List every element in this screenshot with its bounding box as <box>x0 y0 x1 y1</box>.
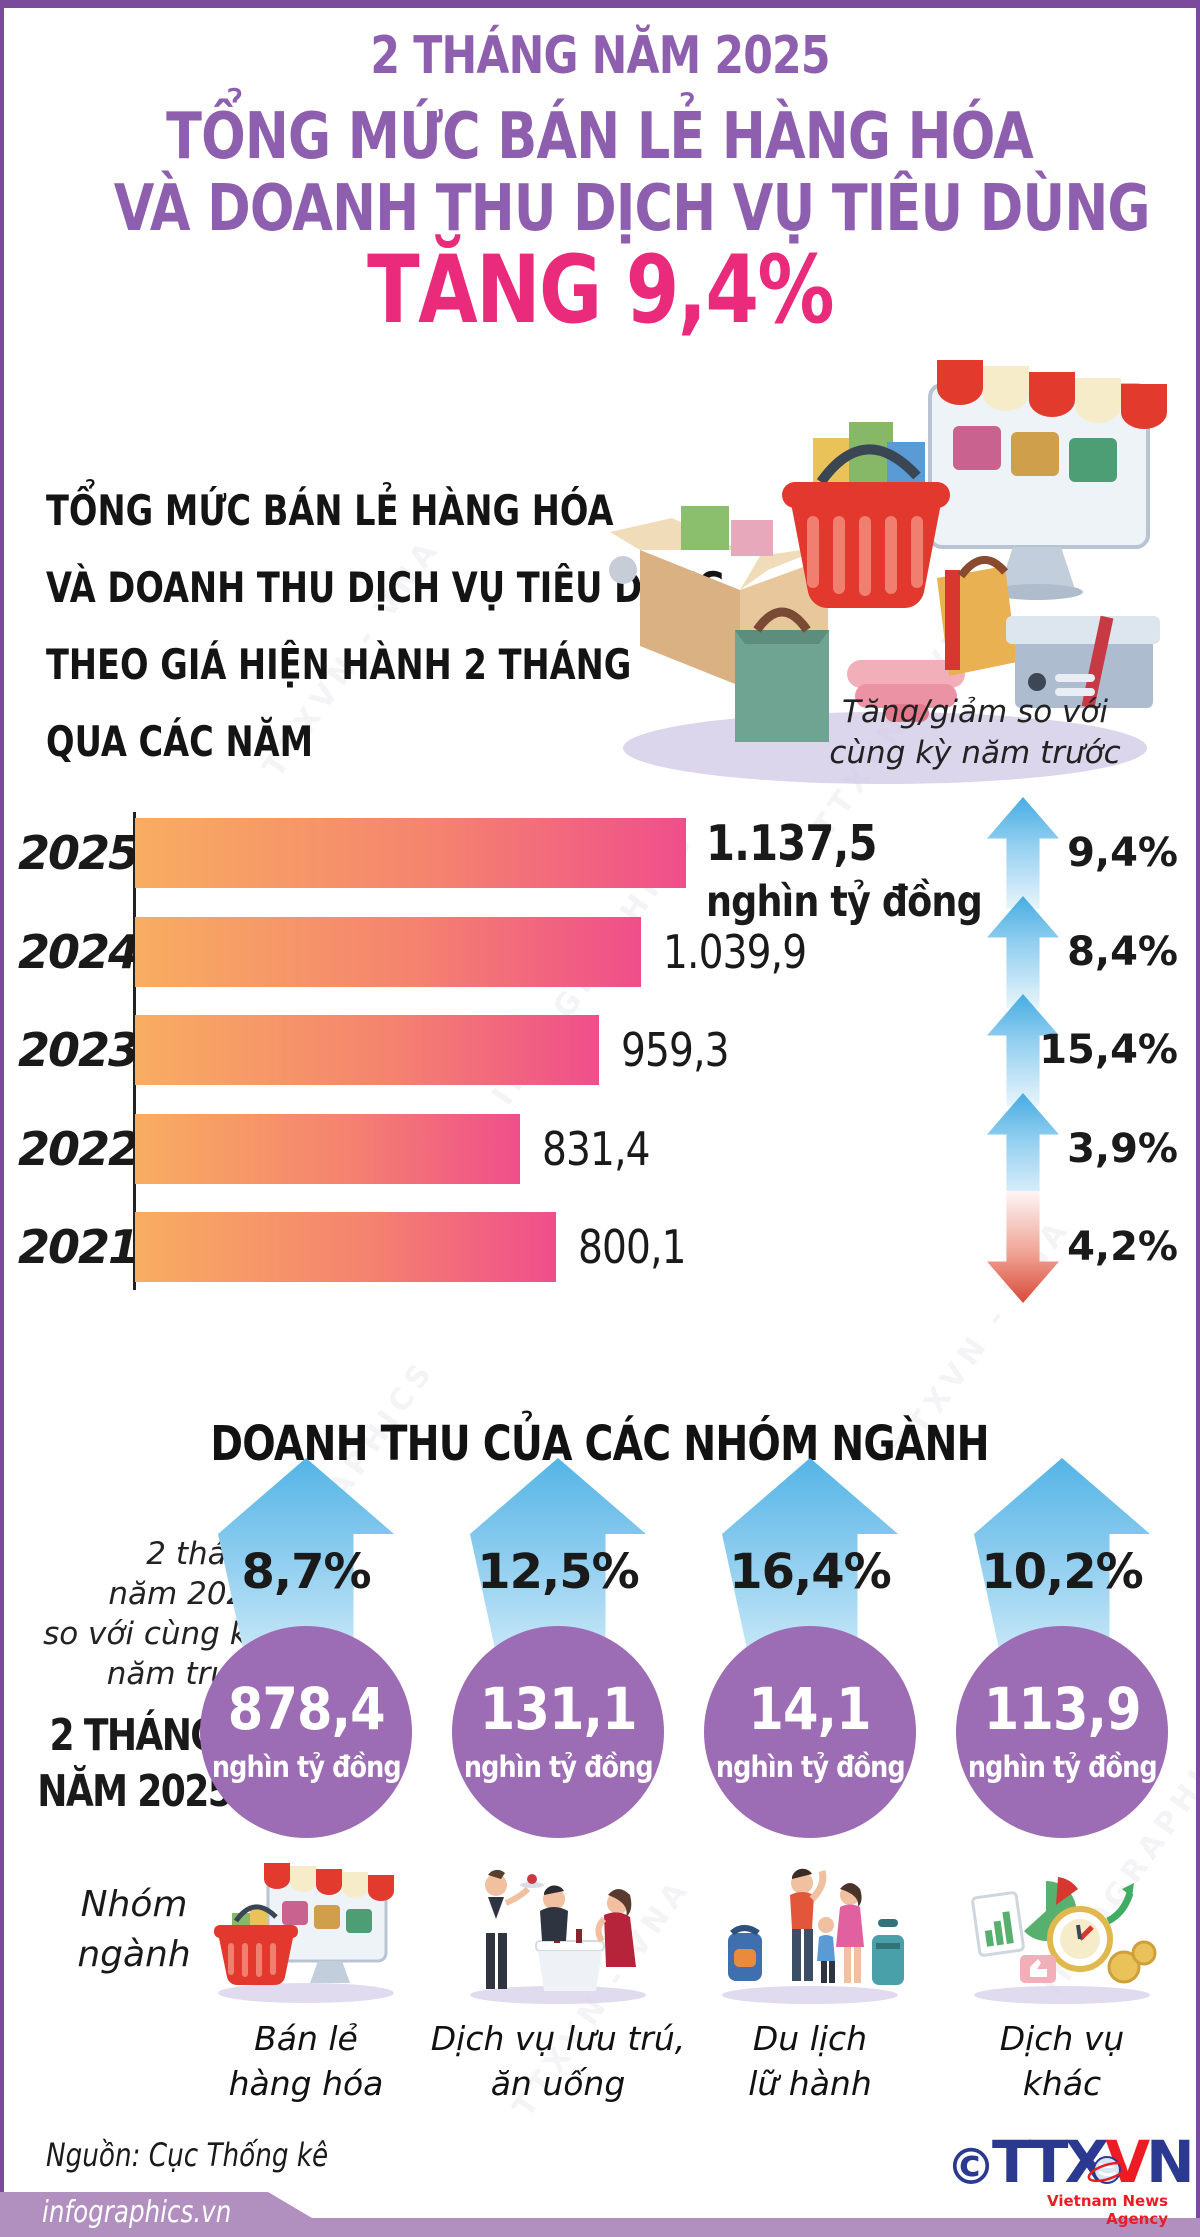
year-label: 2024 <box>18 925 140 979</box>
section2-title: DOANH THU CỦA CÁC NHÓM NGÀNH <box>210 1416 990 1472</box>
year-label: 2023 <box>18 1023 140 1077</box>
globe-icon <box>1087 2156 1127 2184</box>
growth-pct: 12,5% <box>477 1544 640 1600</box>
group-name-dining: Dịch vụ lưu trú, ăn uống <box>430 2019 686 2103</box>
change-legend-note: Tăng/giảm so với cùng kỳ năm trước <box>829 694 1121 771</box>
value-circle-retail: 878,4 nghìn tỷ đồng <box>200 1626 412 1838</box>
chart-row-2024: 2024 1.039,9 8,4% <box>0 896 1200 1008</box>
value-circle-dining: 131,1 nghìn tỷ đồng <box>452 1626 664 1838</box>
travel-illustration <box>722 1868 904 2004</box>
group-column-travel: 16,4% 14,1 nghìn tỷ đồng <box>684 1458 936 2128</box>
folded-clothes-icon <box>847 660 965 722</box>
growth-pct: 16,4% <box>729 1544 892 1600</box>
value-circle-travel: 14,1 nghìn tỷ đồng <box>704 1626 916 1838</box>
ttxvn-logo: © TTXVN Vietnam News Agency <box>940 2128 1196 2228</box>
bar-2023 <box>135 1015 599 1085</box>
headline-growth: TĂNG 9,4% <box>367 236 835 345</box>
group-name-retail: Bán lẻ hàng hóa <box>228 2019 384 2103</box>
section2-axis-label: Nhóm ngành <box>77 1884 191 1975</box>
change-pct-2023: 15,4% <box>1039 1027 1178 1073</box>
group-name-other: Dịch vụ khác <box>999 2019 1125 2103</box>
group-name-travel: Du lịch lữ hành <box>748 2019 872 2103</box>
change-pct-2022: 3,9% <box>1067 1126 1178 1172</box>
shoe-box-icon <box>1006 615 1160 709</box>
site-link[interactable]: infographics.vn <box>42 2195 232 2230</box>
group-column-other: 10,2% 113,9 nghìn tỷ đồng <box>936 1458 1188 2128</box>
main-title-line2: VÀ DOANH THU DỊCH VỤ TIÊU DÙNG <box>113 172 1151 246</box>
period-title: 2 THÁNG NĂM 2025 <box>370 26 830 86</box>
logo-tagline: Vietnam News Agency <box>1047 2192 1168 2228</box>
frame-top-border <box>0 0 1200 8</box>
value-label-2021: 800,1 <box>578 1220 687 1274</box>
value-circle-other: 113,9 nghìn tỷ đồng <box>956 1626 1168 1838</box>
chart-row-2022: 2022 831,4 3,9% <box>0 1093 1200 1205</box>
online-store-icon <box>928 360 1167 600</box>
copyright-icon: © <box>946 2138 996 2196</box>
footer-band <box>0 2192 1200 2237</box>
shopping-illustration <box>609 360 1167 784</box>
chart-row-2023: 2023 959,3 15,4% <box>0 994 1200 1106</box>
dining-illustration <box>470 1869 646 2004</box>
bar-2022 <box>135 1114 520 1184</box>
retail-illustration <box>214 1863 394 2003</box>
source-note: Nguồn: Cục Thống kê <box>46 2136 329 2174</box>
change-pct-2024: 8,4% <box>1067 929 1178 975</box>
shopping-basket-icon <box>782 422 950 609</box>
unit-label: nghìn tỷ đồng <box>463 1750 654 1784</box>
unit-label: nghìn tỷ đồng <box>715 1750 906 1784</box>
bar-2021 <box>135 1212 556 1282</box>
group-column-retail: 8,7% 878,4 nghìn tỷ đồng <box>180 1458 432 2128</box>
main-title-line1: TỔNG MỨC BÁN LẺ HÀNG HÓA <box>166 100 1035 174</box>
value-label-2022: 831,4 <box>542 1122 651 1176</box>
ttxvn-wordmark: TTXVN <box>992 2128 1195 2196</box>
group-column-dining: 12,5% 131,1 nghìn tỷ đồng <box>431 1458 685 2128</box>
section2-period-label: 2 THÁNG NĂM 2025 <box>37 1710 233 1817</box>
unit-label: nghìn tỷ đồng <box>211 1750 402 1784</box>
bar-2024 <box>135 917 641 987</box>
year-label: 2021 <box>18 1220 140 1274</box>
services-illustration <box>971 1877 1157 2004</box>
unit-label: nghìn tỷ đồng <box>967 1750 1158 1784</box>
chart-axis <box>133 812 136 1290</box>
chart-intro-text: TỔNG MỨC BÁN LẺ HÀNG HÓA VÀ DOANH THU DỊ… <box>46 486 726 766</box>
value-label-2025: 1.137,5 nghìn tỷ đồng <box>706 816 1031 928</box>
bar-2025 <box>135 818 686 888</box>
unit-label: nghìn tỷ đồng <box>706 877 983 927</box>
frame-left-border <box>0 0 4 2237</box>
value-label-2023: 959,3 <box>621 1023 730 1077</box>
growth-pct: 8,7% <box>241 1544 371 1600</box>
frame-right-border <box>1196 0 1200 2237</box>
value-label-2024: 1.039,9 <box>663 925 807 979</box>
year-label: 2022 <box>18 1122 140 1176</box>
growth-pct: 10,2% <box>981 1544 1144 1600</box>
year-label: 2025 <box>18 826 140 880</box>
shopping-bag-yellow-icon <box>937 556 1017 676</box>
change-pct-2025: 9,4% <box>1067 830 1178 876</box>
shopping-bag-green-icon <box>735 607 829 742</box>
change-pct-2021: 4,2% <box>1067 1224 1178 1270</box>
chart-row-2025: 2025 1.137,5 nghìn tỷ đồng 9,4% <box>0 797 1200 928</box>
chart-row-2021: 2021 800,1 4,2% <box>0 1191 1200 1303</box>
